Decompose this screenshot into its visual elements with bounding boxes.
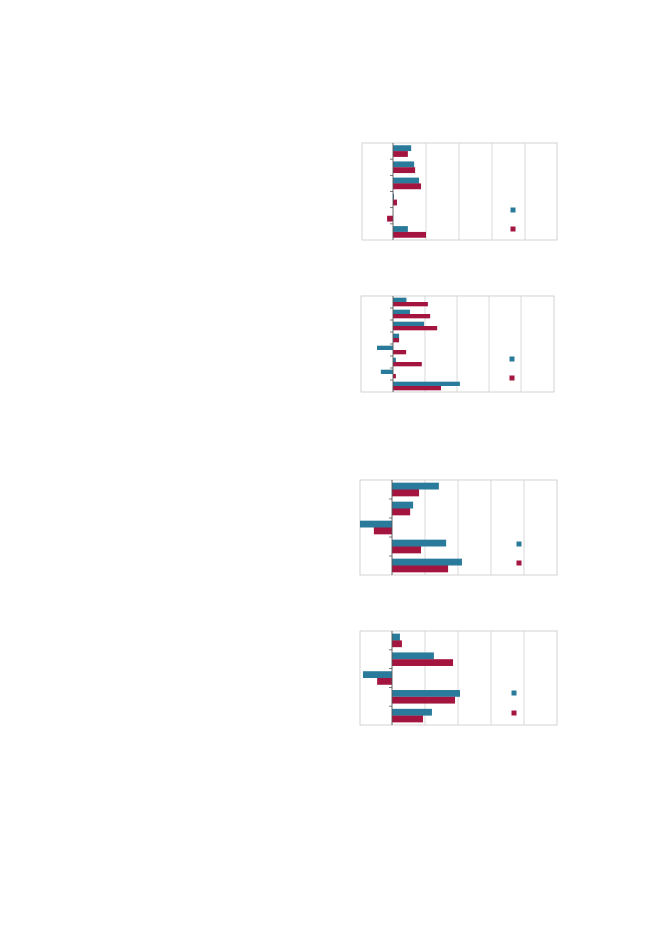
legend-marker	[516, 560, 522, 566]
bar	[373, 527, 393, 535]
legend-marker	[509, 356, 515, 362]
bar	[392, 690, 460, 697]
bar	[393, 326, 438, 331]
bar	[392, 708, 432, 716]
bar	[393, 314, 431, 319]
legend-marker	[510, 207, 516, 213]
legend-marker	[511, 710, 517, 716]
bar	[393, 362, 422, 367]
bar	[393, 374, 396, 379]
bar	[377, 345, 394, 350]
bar	[380, 369, 394, 374]
legend-marker	[509, 375, 515, 381]
bar	[362, 671, 393, 678]
bar	[392, 565, 449, 573]
bar	[393, 381, 460, 386]
bar	[392, 640, 402, 648]
bar	[392, 558, 462, 566]
bar	[392, 482, 439, 490]
bar	[393, 231, 427, 238]
legend-marker	[510, 226, 516, 232]
plot-frame	[360, 295, 555, 393]
bar	[393, 338, 400, 343]
bar	[393, 386, 442, 391]
bar	[392, 659, 454, 666]
bar	[392, 539, 447, 547]
legend-marker	[511, 690, 517, 696]
bar	[392, 489, 420, 497]
bar	[393, 297, 407, 302]
bar	[392, 633, 400, 641]
bar	[360, 520, 393, 528]
bar	[393, 177, 420, 184]
legend-marker	[516, 541, 522, 547]
bar	[393, 193, 395, 200]
bar	[393, 309, 410, 314]
bar	[392, 715, 424, 723]
bar	[393, 357, 396, 362]
bar	[377, 678, 393, 685]
bar	[393, 226, 408, 232]
plot-frame	[359, 630, 558, 726]
bar	[393, 350, 407, 355]
bar	[393, 321, 425, 326]
plot-frame	[361, 142, 558, 241]
bar	[393, 151, 408, 157]
bar	[392, 696, 456, 704]
bar	[393, 161, 415, 168]
bar	[387, 215, 394, 222]
bar	[392, 546, 422, 554]
bar	[392, 508, 411, 516]
bar	[392, 501, 414, 509]
bar	[393, 145, 412, 152]
bar	[393, 183, 422, 190]
bar	[393, 199, 397, 206]
bar	[392, 652, 434, 660]
bar	[393, 333, 400, 338]
bar	[393, 302, 428, 307]
bar	[393, 167, 416, 174]
